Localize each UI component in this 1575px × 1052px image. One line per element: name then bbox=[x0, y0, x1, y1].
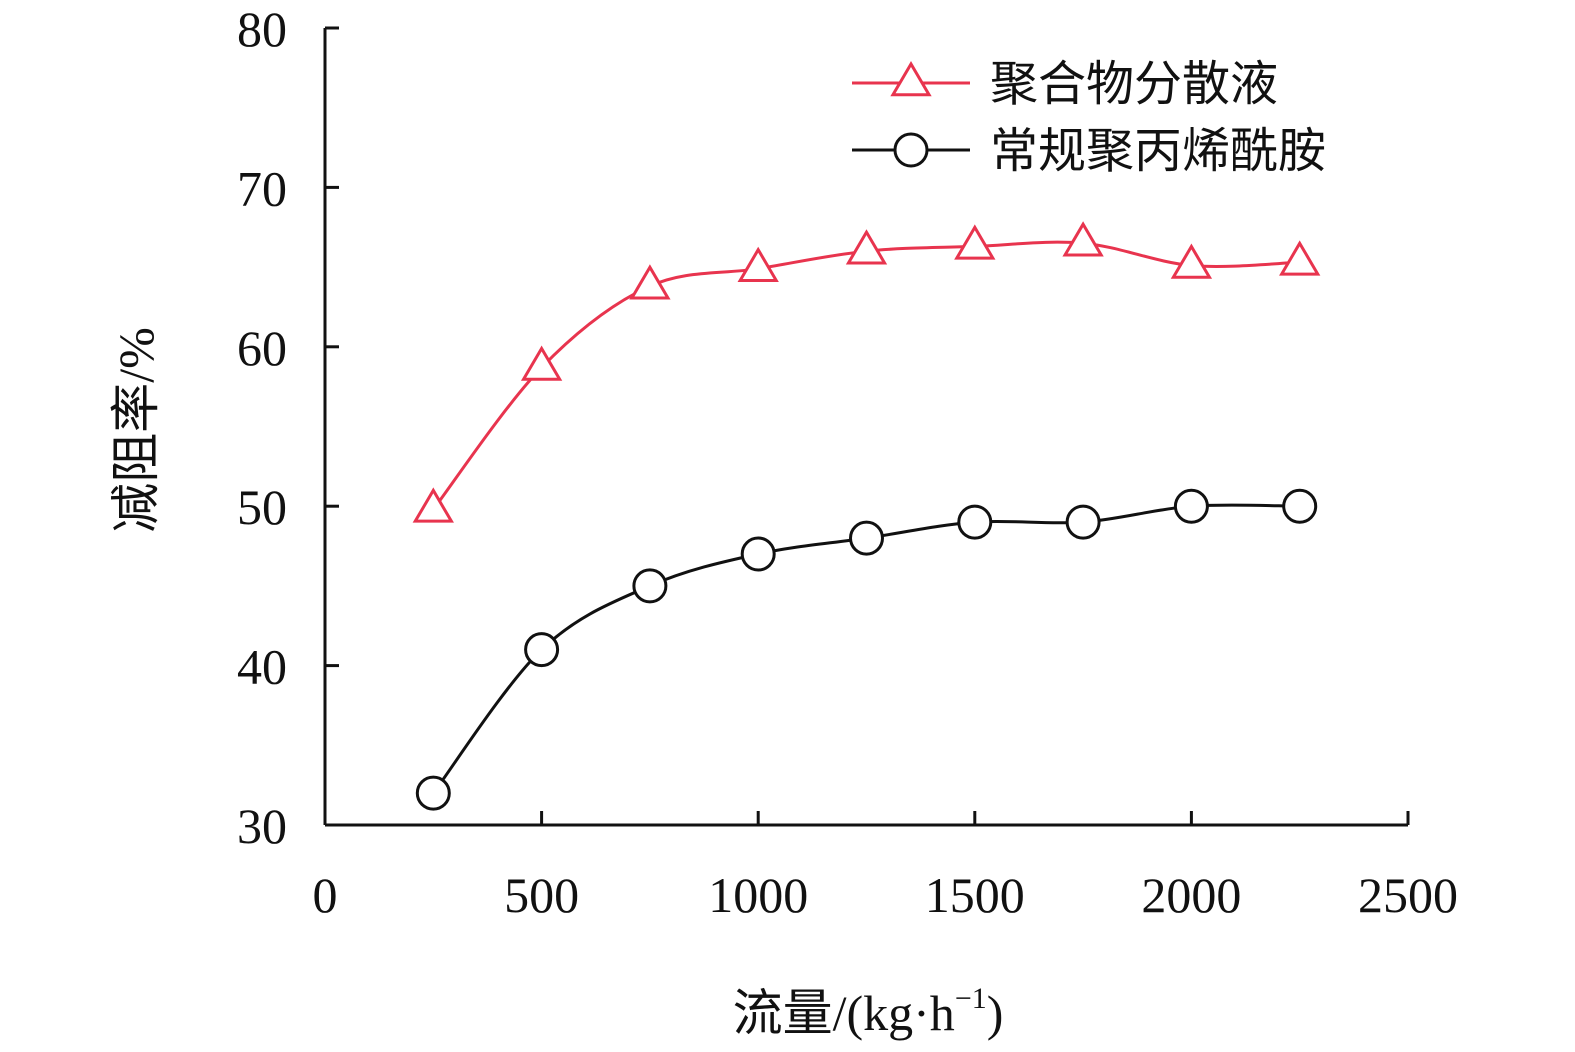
series-2-point bbox=[524, 632, 560, 668]
series-1-point bbox=[520, 345, 563, 381]
series-2-point bbox=[740, 536, 776, 572]
ticks: 0 500 1000 1500 2000 2500 30 40 50 60 70 80 bbox=[237, 1, 1458, 923]
series-1-point bbox=[954, 224, 996, 260]
axis-labels: 流量/(kg·h−1) 减阻率/% bbox=[108, 327, 1003, 1041]
legend-marker bbox=[893, 132, 929, 168]
y-tick-label: 70 bbox=[237, 160, 287, 216]
series-1-point bbox=[629, 264, 671, 300]
y-axis-label: 减阻率/% bbox=[108, 327, 164, 533]
y-tick-label: 40 bbox=[237, 639, 287, 695]
series-1-point bbox=[1062, 221, 1104, 257]
y-tick-label: 50 bbox=[237, 479, 287, 535]
y-tick-label: 30 bbox=[237, 798, 287, 854]
legend-item-1: 聚合物分散液 bbox=[852, 58, 1278, 111]
legend-label: 聚合物分散液 bbox=[990, 58, 1278, 111]
legend-label: 常规聚丙烯酰胺 bbox=[990, 125, 1326, 178]
series-2-point bbox=[957, 504, 993, 540]
series-layer bbox=[412, 221, 1321, 811]
series-1 bbox=[412, 221, 1321, 523]
series-1-point bbox=[412, 487, 454, 523]
series-1-point bbox=[845, 229, 888, 265]
x-tick-label: 1500 bbox=[925, 867, 1025, 923]
x-tick-label: 0 bbox=[313, 867, 338, 923]
x-tick-label: 1000 bbox=[708, 867, 808, 923]
series-2-point bbox=[415, 775, 451, 811]
series-2-point bbox=[1282, 488, 1318, 524]
x-axis-label: 流量/(kg·h−1) bbox=[733, 982, 1004, 1041]
x-tick-label: 2000 bbox=[1141, 867, 1241, 923]
series-1-line bbox=[432, 240, 1300, 511]
series-1-point bbox=[1279, 240, 1321, 276]
legend-marker bbox=[890, 61, 932, 97]
series-1-point bbox=[1170, 243, 1213, 279]
x-tick-label: 500 bbox=[504, 867, 579, 923]
legend-item-2: 常规聚丙烯酰胺 bbox=[852, 125, 1326, 178]
series-2-point bbox=[632, 568, 668, 604]
x-axis-label-close: ) bbox=[987, 985, 1004, 1041]
series-1-point bbox=[737, 246, 779, 282]
x-axis-label-main: 流量/(kg·h bbox=[733, 985, 955, 1041]
axes bbox=[323, 28, 1408, 827]
series-2-point bbox=[849, 520, 884, 556]
y-tick-label: 60 bbox=[237, 320, 287, 376]
series-2-point bbox=[1173, 488, 1209, 524]
x-axis-label-superscript: −1 bbox=[955, 982, 987, 1015]
series-2 bbox=[415, 488, 1318, 811]
y-tick-label: 80 bbox=[237, 1, 287, 57]
series-2-point bbox=[1065, 504, 1101, 540]
x-tick-label: 2500 bbox=[1358, 867, 1458, 923]
